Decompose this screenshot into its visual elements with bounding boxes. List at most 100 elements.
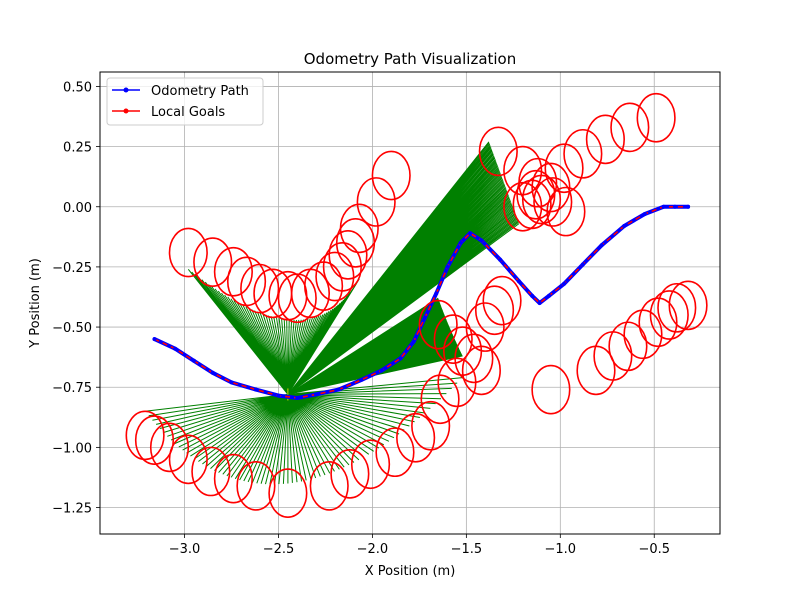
local-goal-ellipse [213,453,253,504]
legend-goals-label: Local Goals [151,105,225,120]
local-goal-ellipse [268,468,308,518]
local-goal-ellipse [544,143,584,194]
legend-box [106,77,264,126]
odometry-point [152,337,157,342]
local-goal-ellipse [125,410,165,461]
local-goal-ellipse [411,400,451,451]
local-goal-ellipse [277,273,317,324]
odometry-point [276,393,281,398]
x-tick-label: −0.5 [638,542,670,557]
local-goal-ellipse [521,174,562,225]
x-tick-label: −3.0 [169,542,201,557]
local-goal-ellipse [356,177,396,227]
odometry-point [642,211,647,216]
odometry-point [423,315,428,320]
odometry-point [622,224,627,228]
local-goal-ellipse [608,321,648,372]
odometry-point [359,378,364,382]
x-tick-label: −1.0 [545,542,577,557]
y-tick-label: −0.50 [52,321,92,336]
odometry-point [458,240,463,245]
odometry-point [434,291,439,296]
local-goal-ellipse [503,181,543,232]
green-fan-lines [187,268,360,395]
odometry-point [314,392,319,397]
odometry-point [210,370,215,375]
legend: Odometry Path Local Goals [106,77,264,126]
local-goal-ellipse [563,128,603,179]
local-goal-ellipse [420,374,460,425]
y-tick-label: 0.50 [63,80,92,95]
odometry-point [599,243,604,248]
odometry-point [530,293,535,298]
local-goal-ellipse [668,280,708,331]
odometry-point [445,264,450,269]
local-goal-ellipse [418,299,458,350]
local-goal-ellipse [149,422,190,473]
odometry-point [547,293,552,298]
legend-goals-marker [123,108,129,114]
y-tick-label: −1.00 [52,441,92,456]
odometry-point [229,380,234,385]
local-goal-ellipse [546,186,586,237]
y-axis-label: Y Position (m) [28,258,43,349]
odometry-point [686,204,691,209]
odometry-path-layer [152,204,691,401]
legend-odometry-marker [123,87,129,93]
local-goal-ellipse [585,114,625,165]
odometry-point [580,262,585,267]
odometry-point [295,396,300,401]
local-goal-ellipse [531,364,571,415]
odometry-point [661,204,666,209]
y-tick-label: −0.75 [52,381,92,396]
local-goal-ellipse [433,314,473,364]
local-goal-ellipse [649,290,689,340]
local-goal-ellipse [240,263,280,314]
odometry-point [411,339,416,344]
green-fan-lines [287,141,520,395]
odometry-point [336,387,341,392]
odometry-point [253,387,258,392]
y-tick-label: 0.25 [63,141,92,156]
green-fan [287,141,520,395]
local-goal-ellipse [638,297,678,348]
local-goal-ellipse [191,446,231,497]
odometry-point [173,346,178,351]
local-goal-ellipse [461,345,501,396]
local-goal-ellipse [339,203,379,254]
local-goal-ellipse [330,448,370,499]
local-goal-ellipse [437,357,477,408]
odometry-point [479,238,484,243]
local-goal-ellipse [322,242,362,292]
local-goal-ellipse [371,150,411,201]
odometry-point [398,356,403,361]
local-goal-ellipse [610,102,650,153]
local-goal-ellipse [478,126,518,177]
local-goal-ellipse [375,427,415,478]
local-goal-ellipse [236,461,276,511]
x-tick-label: −2.0 [357,542,389,557]
local-goal-ellipse [315,251,355,302]
local-goal-ellipse [396,412,436,463]
odometry-point [191,358,196,363]
local-goal-ellipse [482,275,522,326]
local-goal-ellipse [474,285,515,336]
x-axis-label: X Position (m) [365,564,456,579]
green-fan [145,377,463,485]
axis-ticks: −3.0 −2.5 −2.0 −1.5 −1.0 −0.5 −1.25 −1.00 −0.75 −… [52,80,670,557]
local-goal-ellipse [636,92,676,143]
green-fan-lines [145,377,463,485]
local-goal-ellipse [134,415,175,466]
chart-title: Odometry Path Visualization [304,50,517,68]
odometry-point [379,368,384,373]
odometry-point [562,281,567,286]
green-fan [187,268,360,395]
odometry-point [498,257,503,262]
green-fan-layer [145,141,520,485]
y-tick-label: 0.00 [63,201,92,216]
local-goal-ellipse [328,230,368,280]
local-goal-ellipse [623,309,663,360]
odometry-point [537,301,542,305]
legend-odometry-label: Odometry Path [151,84,249,99]
odometry-point [672,204,677,209]
